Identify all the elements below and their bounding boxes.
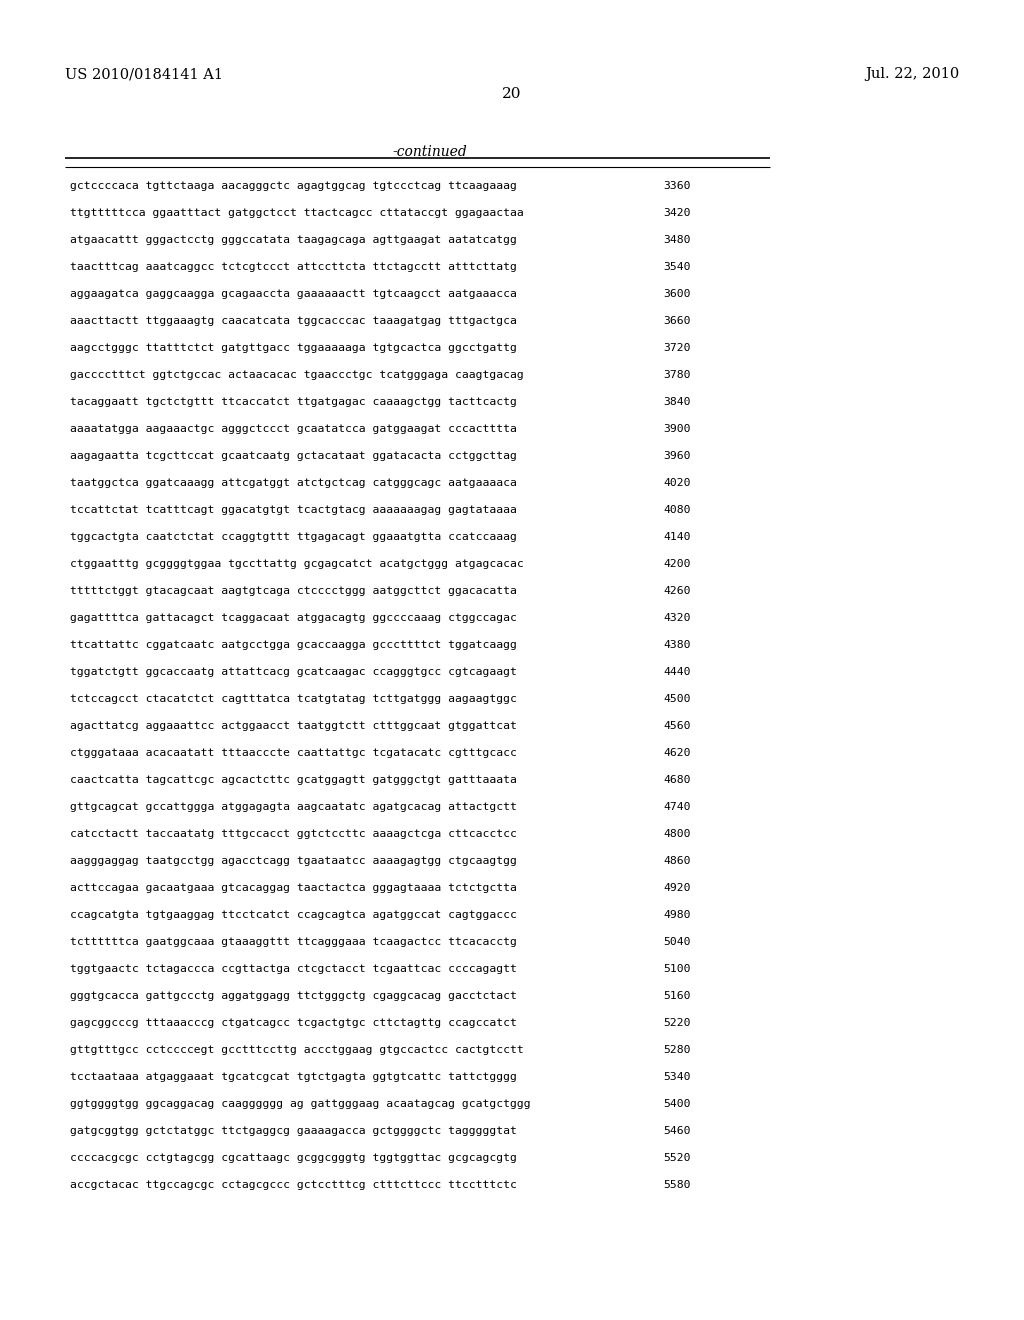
Text: tccattctat tcatttcagt ggacatgtgt tcactgtacg aaaaaaagag gagtataaaa: tccattctat tcatttcagt ggacatgtgt tcactgt… <box>70 506 517 515</box>
Text: -continued: -continued <box>392 145 467 158</box>
Text: 4320: 4320 <box>663 612 690 623</box>
Text: 3660: 3660 <box>663 315 690 326</box>
Text: tttttctggt gtacagcaat aagtgtcaga ctcccctggg aatggcttct ggacacatta: tttttctggt gtacagcaat aagtgtcaga ctcccct… <box>70 586 517 597</box>
Text: tcttttttca gaatggcaaa gtaaaggttt ttcagggaaa tcaagactcc ttcacacctg: tcttttttca gaatggcaaa gtaaaggttt ttcaggg… <box>70 937 517 946</box>
Text: acttccagaa gacaatgaaa gtcacaggag taactactca gggagtaaaa tctctgctta: acttccagaa gacaatgaaa gtcacaggag taactac… <box>70 883 517 894</box>
Text: ctgggataaa acacaatatt tttaacccte caattattgc tcgatacatc cgtttgcacc: ctgggataaa acacaatatt tttaacccte caattat… <box>70 748 517 758</box>
Text: 4380: 4380 <box>663 640 690 649</box>
Text: US 2010/0184141 A1: US 2010/0184141 A1 <box>65 67 223 81</box>
Text: 4200: 4200 <box>663 558 690 569</box>
Text: 4740: 4740 <box>663 803 690 812</box>
Text: aaacttactt ttggaaagtg caacatcata tggcacccac taaagatgag tttgactgca: aaacttactt ttggaaagtg caacatcata tggcacc… <box>70 315 517 326</box>
Text: gttgcagcat gccattggga atggagagta aagcaatatc agatgcacag attactgctt: gttgcagcat gccattggga atggagagta aagcaat… <box>70 803 517 812</box>
Text: 3420: 3420 <box>663 209 690 218</box>
Text: gatgcggtgg gctctatggc ttctgaggcg gaaaagacca gctggggctc tagggggtat: gatgcggtgg gctctatggc ttctgaggcg gaaaaga… <box>70 1126 517 1137</box>
Text: gctccccaca tgttctaaga aacagggctc agagtggcag tgtccctcag ttcaagaaag: gctccccaca tgttctaaga aacagggctc agagtgg… <box>70 181 517 191</box>
Text: tctccagcct ctacatctct cagtttatca tcatgtatag tcttgatggg aagaagtggc: tctccagcct ctacatctct cagtttatca tcatgta… <box>70 694 517 704</box>
Text: 4560: 4560 <box>663 721 690 731</box>
Text: 4140: 4140 <box>663 532 690 543</box>
Text: gttgtttgcc cctccccegt gcctttccttg accctggaag gtgccactcc cactgtcctt: gttgtttgcc cctccccegt gcctttccttg accctg… <box>70 1045 523 1055</box>
Text: 4980: 4980 <box>663 909 690 920</box>
Text: 3960: 3960 <box>663 451 690 461</box>
Text: aggaagatca gaggcaagga gcagaaccta gaaaaaactt tgtcaagcct aatgaaacca: aggaagatca gaggcaagga gcagaaccta gaaaaaa… <box>70 289 517 300</box>
Text: tggtgaactc tctagaccca ccgttactga ctcgctacct tcgaattcac ccccagagtt: tggtgaactc tctagaccca ccgttactga ctcgcta… <box>70 964 517 974</box>
Text: 5580: 5580 <box>663 1180 690 1191</box>
Text: 3900: 3900 <box>663 424 690 434</box>
Text: 5040: 5040 <box>663 937 690 946</box>
Text: ctggaatttg gcggggtggaa tgccttattg gcgagcatct acatgctggg atgagcacac: ctggaatttg gcggggtggaa tgccttattg gcgagc… <box>70 558 523 569</box>
Text: 5400: 5400 <box>663 1100 690 1109</box>
Text: atgaacattt gggactcctg gggccatata taagagcaga agttgaagat aatatcatgg: atgaacattt gggactcctg gggccatata taagagc… <box>70 235 517 246</box>
Text: 5160: 5160 <box>663 991 690 1001</box>
Text: aagcctgggc ttatttctct gatgttgacc tggaaaaaga tgtgcactca ggcctgattg: aagcctgggc ttatttctct gatgttgacc tggaaaa… <box>70 343 517 352</box>
Text: 3600: 3600 <box>663 289 690 300</box>
Text: 3720: 3720 <box>663 343 690 352</box>
Text: ggtggggtgg ggcaggacag caagggggg ag gattgggaag acaatagcag gcatgctggg: ggtggggtgg ggcaggacag caagggggg ag gattg… <box>70 1100 530 1109</box>
Text: agacttatcg aggaaattcc actggaacct taatggtctt ctttggcaat gtggattcat: agacttatcg aggaaattcc actggaacct taatggt… <box>70 721 517 731</box>
Text: taatggctca ggatcaaagg attcgatggt atctgctcag catgggcagc aatgaaaaca: taatggctca ggatcaaagg attcgatggt atctgct… <box>70 478 517 488</box>
Text: 4260: 4260 <box>663 586 690 597</box>
Text: tcctaataaa atgaggaaat tgcatcgcat tgtctgagta ggtgtcattc tattctgggg: tcctaataaa atgaggaaat tgcatcgcat tgtctga… <box>70 1072 517 1082</box>
Text: tggatctgtt ggcaccaatg attattcacg gcatcaagac ccagggtgcc cgtcagaagt: tggatctgtt ggcaccaatg attattcacg gcatcaa… <box>70 667 517 677</box>
Text: 4920: 4920 <box>663 883 690 894</box>
Text: 4020: 4020 <box>663 478 690 488</box>
Text: 5340: 5340 <box>663 1072 690 1082</box>
Text: 3840: 3840 <box>663 397 690 407</box>
Text: caactcatta tagcattcgc agcactcttc gcatggagtt gatgggctgt gatttaaata: caactcatta tagcattcgc agcactcttc gcatgga… <box>70 775 517 785</box>
Text: aagagaatta tcgcttccat gcaatcaatg gctacataat ggatacacta cctggcttag: aagagaatta tcgcttccat gcaatcaatg gctacat… <box>70 451 517 461</box>
Text: 4620: 4620 <box>663 748 690 758</box>
Text: 4860: 4860 <box>663 855 690 866</box>
Text: ccccacgcgc cctgtagcgg cgcattaagc gcggcgggtg tggtggttac gcgcagcgtg: ccccacgcgc cctgtagcgg cgcattaagc gcggcgg… <box>70 1152 517 1163</box>
Text: gagcggcccg tttaaacccg ctgatcagcc tcgactgtgc cttctagttg ccagccatct: gagcggcccg tttaaacccg ctgatcagcc tcgactg… <box>70 1018 517 1028</box>
Text: gagattttca gattacagct tcaggacaat atggacagtg ggccccaaag ctggccagac: gagattttca gattacagct tcaggacaat atggaca… <box>70 612 517 623</box>
Text: 3480: 3480 <box>663 235 690 246</box>
Text: tacaggaatt tgctctgttt ttcaccatct ttgatgagac caaaagctgg tacttcactg: tacaggaatt tgctctgttt ttcaccatct ttgatga… <box>70 397 517 407</box>
Text: ttgtttttcca ggaatttact gatggctcct ttactcagcc cttataccgt ggagaactaa: ttgtttttcca ggaatttact gatggctcct ttactc… <box>70 209 523 218</box>
Text: 5280: 5280 <box>663 1045 690 1055</box>
Text: 4440: 4440 <box>663 667 690 677</box>
Text: aaaatatgga aagaaactgc agggctccct gcaatatcca gatggaagat cccactttta: aaaatatgga aagaaactgc agggctccct gcaatat… <box>70 424 517 434</box>
Text: accgctacac ttgccagcgc cctagcgccc gctcctttcg ctttcttccc ttcctttctc: accgctacac ttgccagcgc cctagcgccc gctcctt… <box>70 1180 517 1191</box>
Text: 3360: 3360 <box>663 181 690 191</box>
Text: taactttcag aaatcaggcc tctcgtccct attccttcta ttctagcctt atttcttatg: taactttcag aaatcaggcc tctcgtccct attcctt… <box>70 261 517 272</box>
Text: 4800: 4800 <box>663 829 690 840</box>
Text: gacccctttct ggtctgccac actaacacac tgaaccctgc tcatgggaga caagtgacag: gacccctttct ggtctgccac actaacacac tgaacc… <box>70 370 523 380</box>
Text: Jul. 22, 2010: Jul. 22, 2010 <box>864 67 959 81</box>
Text: ccagcatgta tgtgaaggag ttcctcatct ccagcagtca agatggccat cagtggaccc: ccagcatgta tgtgaaggag ttcctcatct ccagcag… <box>70 909 517 920</box>
Text: 5220: 5220 <box>663 1018 690 1028</box>
Text: 5460: 5460 <box>663 1126 690 1137</box>
Text: catcctactt taccaatatg tttgccacct ggtctccttc aaaagctcga cttcacctcc: catcctactt taccaatatg tttgccacct ggtctcc… <box>70 829 517 840</box>
Text: tggcactgta caatctctat ccaggtgttt ttgagacagt ggaaatgtta ccatccaaag: tggcactgta caatctctat ccaggtgttt ttgagac… <box>70 532 517 543</box>
Text: 5520: 5520 <box>663 1152 690 1163</box>
Text: 4500: 4500 <box>663 694 690 704</box>
Text: 3780: 3780 <box>663 370 690 380</box>
Text: 4080: 4080 <box>663 506 690 515</box>
Text: gggtgcacca gattgccctg aggatggagg ttctgggctg cgaggcacag gacctctact: gggtgcacca gattgccctg aggatggagg ttctggg… <box>70 991 517 1001</box>
Text: 5100: 5100 <box>663 964 690 974</box>
Text: aagggaggag taatgcctgg agacctcagg tgaataatcc aaaagagtgg ctgcaagtgg: aagggaggag taatgcctgg agacctcagg tgaataa… <box>70 855 517 866</box>
Text: 3540: 3540 <box>663 261 690 272</box>
Text: 4680: 4680 <box>663 775 690 785</box>
Text: ttcattattc cggatcaatc aatgcctgga gcaccaagga gcccttttct tggatcaagg: ttcattattc cggatcaatc aatgcctgga gcaccaa… <box>70 640 517 649</box>
Text: 20: 20 <box>502 87 522 102</box>
